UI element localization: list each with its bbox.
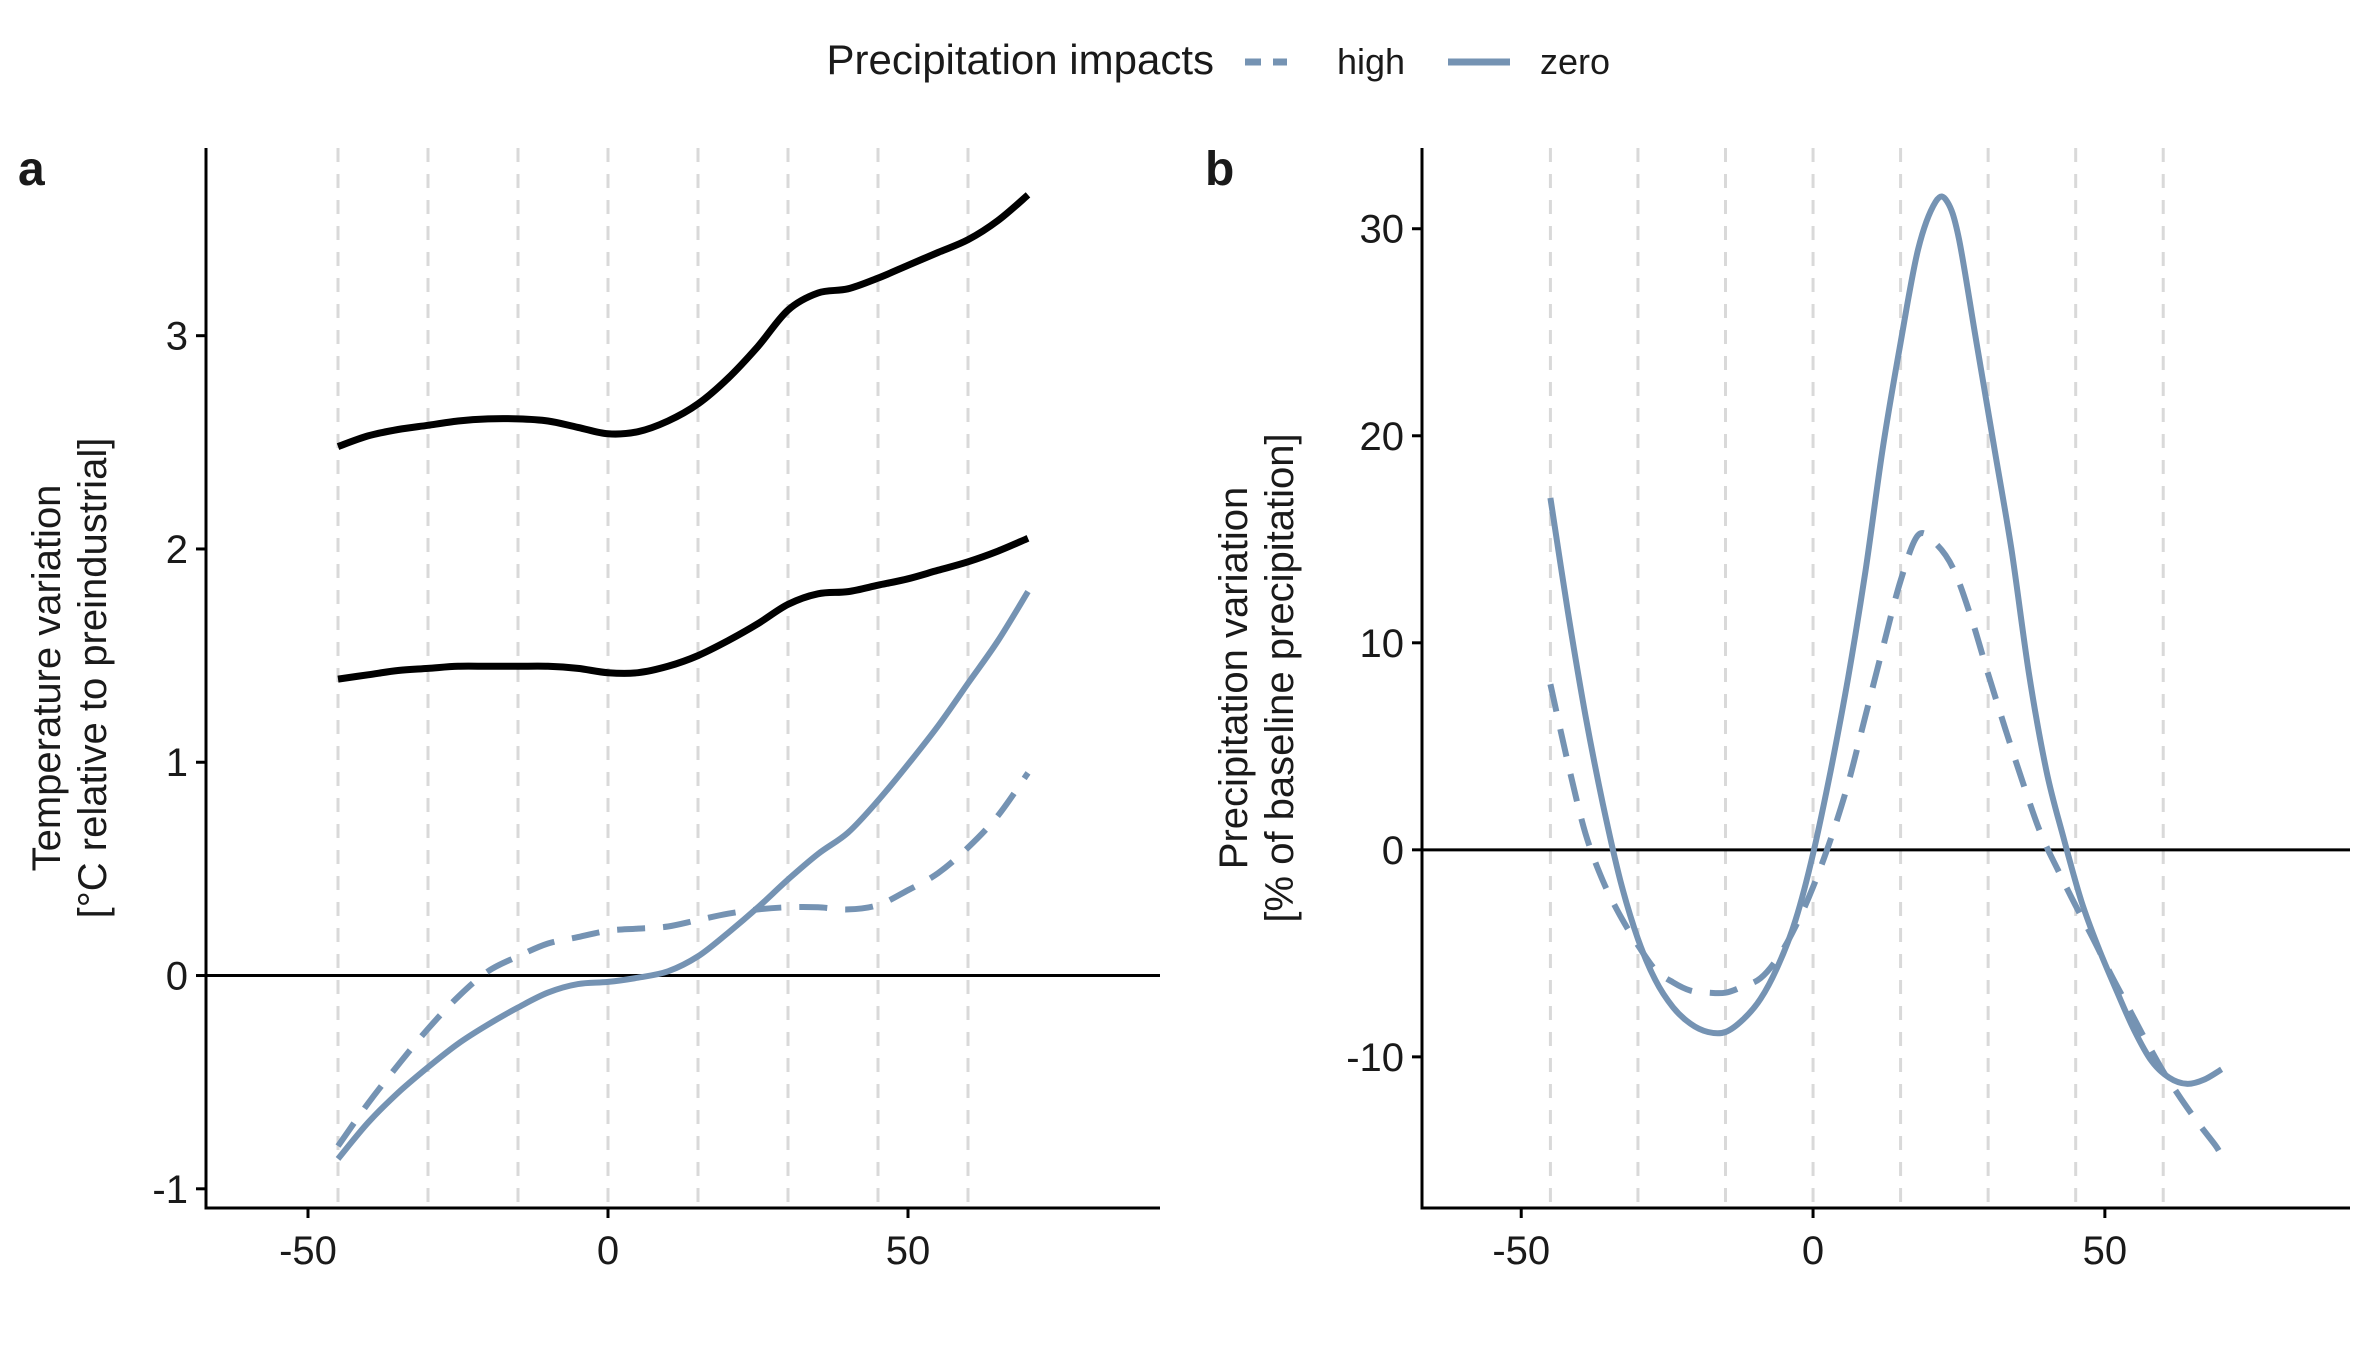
y-tick-label: 10 <box>1360 622 1405 666</box>
y-axis-title-line: Precipitation variation <box>1212 487 1256 869</box>
y-tick-label: 0 <box>1382 829 1404 873</box>
panel-label: b <box>1205 143 1234 196</box>
legend-title: Precipitation impacts <box>827 36 1215 83</box>
x-tick-label: 50 <box>886 1229 931 1273</box>
series-line-zero <box>335 590 1031 1161</box>
y-axis-title-line: [% of baseline precipitation] <box>1258 433 1302 922</box>
y-axis-title: Temperature variation[°C relative to pre… <box>25 438 115 919</box>
legend: Precipitation impacts high zero <box>827 36 1611 83</box>
x-tick-label: 0 <box>597 1229 619 1273</box>
y-tick-label: 2 <box>166 528 188 572</box>
legend-label-zero: zero <box>1540 41 1610 82</box>
y-tick-label: 1 <box>166 741 188 785</box>
y-tick-label: 30 <box>1360 208 1405 252</box>
y-tick-label: -10 <box>1346 1036 1404 1080</box>
legend-label-high: high <box>1337 41 1405 82</box>
panel-a: -50 0 50 -1 0 1 2 3 a Temperature variation[°C re… <box>18 143 1160 1273</box>
y-axis-title: Precipitation variation[% of baseline pr… <box>1212 433 1302 922</box>
y-tick-label: 0 <box>166 955 188 999</box>
x-tick-label: -50 <box>279 1229 337 1273</box>
y-axis-title-line: [°C relative to preindustrial] <box>71 438 115 919</box>
x-tick-label: -50 <box>1492 1229 1550 1273</box>
legend-item-zero: zero <box>1448 41 1610 82</box>
y-tick-label: 3 <box>166 315 188 359</box>
series-line-high <box>335 771 1031 1148</box>
panel-label: a <box>18 143 45 196</box>
legend-item-high: high <box>1245 41 1405 82</box>
y-tick-label: 20 <box>1360 415 1405 459</box>
y-tick-label: -1 <box>152 1168 188 1212</box>
y-axis-title-line: Temperature variation <box>25 485 69 872</box>
panel-b: -50 0 50 -10 0 10 20 30 b Precipitation variation… <box>1205 143 2350 1273</box>
series-line-high <box>1547 530 2225 1158</box>
x-tick-label: 50 <box>2083 1229 2128 1273</box>
series-line-black <box>336 192 1031 450</box>
series-line-black <box>337 535 1030 683</box>
x-tick-label: 0 <box>1802 1229 1824 1273</box>
